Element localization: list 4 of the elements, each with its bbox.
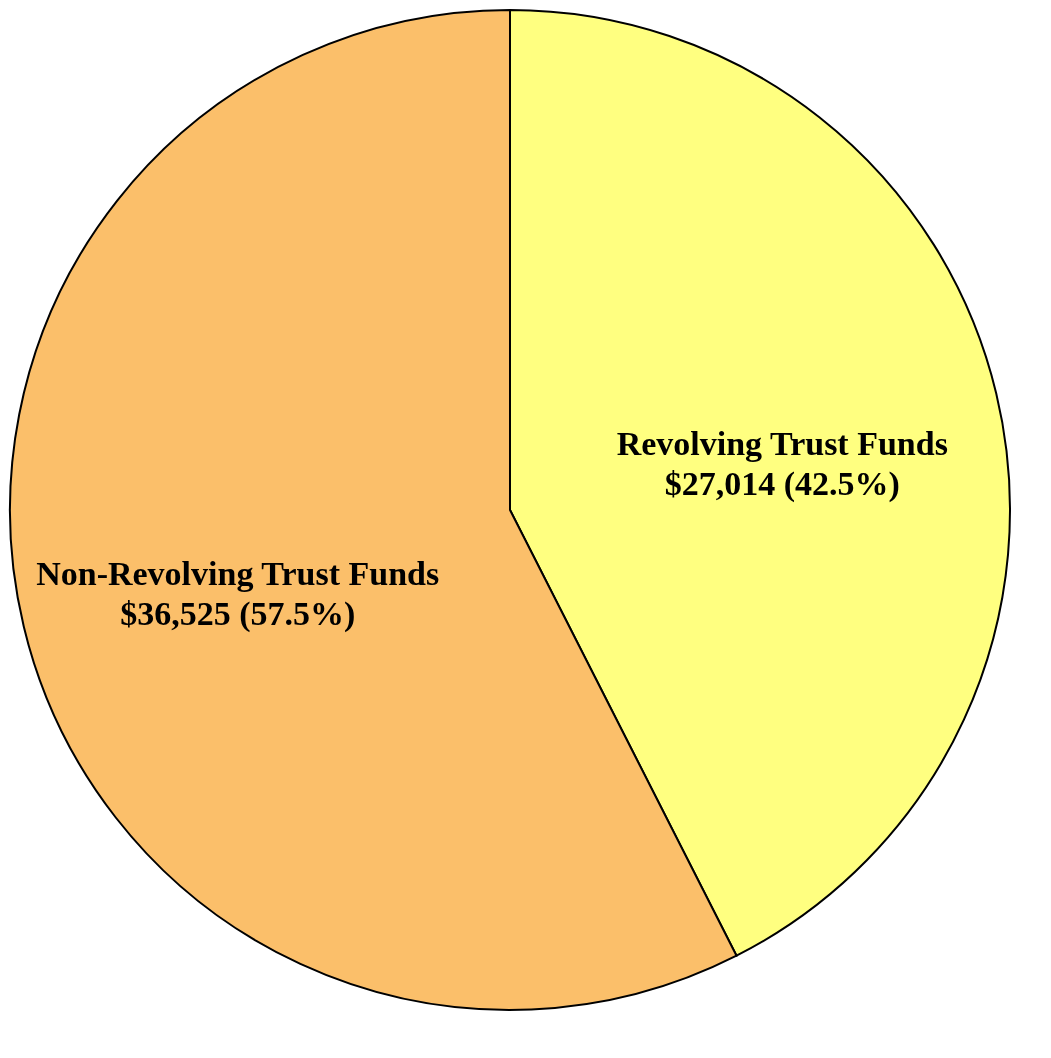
data-label: $36,525 (57.5%): [120, 595, 356, 634]
slice-label: Revolving Trust Funds: [616, 424, 948, 462]
data-label: $27,014 (42.5%): [664, 464, 900, 503]
slice-label: Non-Revolving Trust Funds: [36, 555, 440, 593]
